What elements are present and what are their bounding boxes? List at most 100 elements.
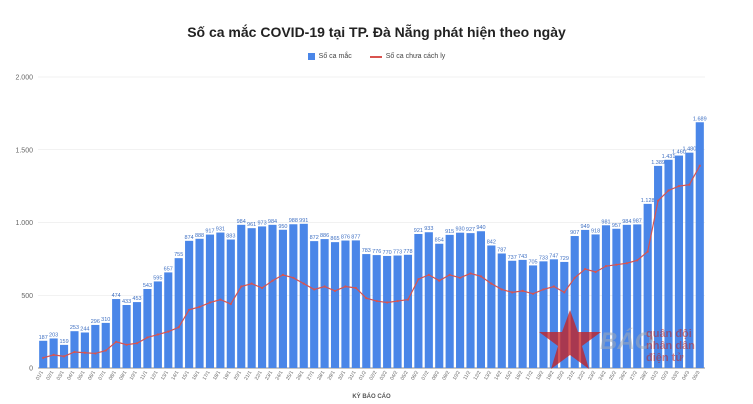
- bar-data-label: 984: [268, 219, 277, 225]
- bar-data-label: 917: [205, 229, 214, 235]
- bar-data-label: 918: [591, 228, 600, 234]
- bar-data-label: 433: [122, 299, 131, 305]
- line-point: [625, 262, 628, 265]
- line-point: [260, 286, 264, 290]
- line-point: [188, 308, 191, 311]
- bar: [362, 254, 371, 368]
- bar-data-label: 842: [487, 239, 496, 245]
- watermark-logo: BÁO quân đội nhân dân điện tử: [600, 328, 710, 380]
- x-tick-label: 11/2: [462, 370, 472, 381]
- bar: [539, 261, 548, 368]
- bar: [633, 224, 642, 368]
- x-tick-label: 28/1: [316, 370, 326, 382]
- x-tick-label: 24/1: [275, 370, 285, 382]
- line-point: [177, 326, 180, 329]
- watermark-star-icon: [539, 310, 601, 369]
- line-point: [521, 289, 524, 292]
- bar: [80, 332, 89, 368]
- x-tick-label: 11/1: [139, 370, 149, 381]
- x-tick-label: 12/2: [473, 370, 483, 382]
- x-tick-label: 23/2: [587, 370, 597, 382]
- bar: [549, 259, 558, 368]
- line-point: [52, 353, 55, 357]
- x-tick-label: 27/1: [306, 370, 316, 382]
- x-tick-label: 19/2: [546, 370, 556, 382]
- x-tick-label: 29/1: [327, 370, 337, 382]
- x-tick-label: 04/1: [66, 370, 76, 382]
- y-tick-label: 500: [21, 293, 33, 300]
- bar-data-label: 787: [497, 247, 506, 253]
- bar: [237, 224, 246, 368]
- legend-item-uncontrolled: Số ca chưa cách ly: [369, 53, 445, 60]
- watermark-sub-2: nhân dân: [646, 340, 695, 352]
- x-tick-label: 13/2: [483, 370, 493, 382]
- bar-data-label: 984: [237, 219, 246, 225]
- x-tick-label: 02/1: [45, 370, 55, 382]
- bar-data-label: 453: [132, 296, 141, 302]
- x-tick-label: 09/2: [441, 370, 451, 382]
- x-tick-label: 13/1: [160, 370, 170, 382]
- x-tick-label: 01/3: [650, 370, 660, 382]
- bar: [497, 253, 506, 368]
- bar-data-label: 1.480: [682, 147, 696, 153]
- bar: [466, 233, 475, 368]
- x-tick-label: 22/2: [577, 370, 587, 382]
- legend-swatch-line: [369, 55, 382, 58]
- x-tick-label: 02/2: [368, 370, 378, 382]
- x-tick-label: 07/1: [97, 370, 107, 382]
- line-point: [479, 275, 483, 278]
- bar: [664, 159, 673, 368]
- y-tick-label: 0: [29, 366, 33, 373]
- bar: [518, 259, 527, 368]
- x-tick-label: 21/1: [243, 370, 253, 382]
- x-tick-label: 05/1: [77, 370, 87, 382]
- bar-data-label: 1.128: [641, 198, 655, 204]
- y-tick-label: 2.000: [15, 75, 33, 82]
- line-point: [500, 288, 503, 291]
- x-tick-label: 30/1: [337, 370, 347, 382]
- line-point: [698, 164, 701, 167]
- bar-data-label: 743: [518, 254, 527, 260]
- chart-legend: Số ca mắc Số ca chưa cách ly: [0, 53, 753, 60]
- x-tick-label: 16/2: [514, 370, 524, 382]
- line-point: [167, 330, 170, 333]
- bar: [383, 255, 392, 368]
- bar: [445, 234, 454, 368]
- x-tick-label: 03/3: [671, 370, 681, 382]
- x-tick-label: 26/1: [295, 370, 305, 382]
- line-point: [125, 343, 128, 346]
- watermark-sub-1: quân đội: [646, 328, 692, 340]
- legend-label-cases: Số ca mắc: [318, 53, 352, 60]
- line-point: [219, 298, 222, 301]
- line-point: [156, 333, 159, 336]
- bar-data-label: 310: [101, 317, 110, 323]
- line-point: [250, 282, 253, 285]
- bar: [476, 231, 485, 368]
- bar-data-label: 1.389: [651, 160, 665, 166]
- line-point: [115, 340, 118, 343]
- line-point: [396, 299, 399, 303]
- watermark-subtitle: quân đội nhân dân điện tử: [646, 328, 695, 364]
- line-point: [448, 273, 451, 276]
- line-point: [615, 263, 618, 266]
- x-tick-label: 21/2: [566, 370, 576, 382]
- x-tick-label: 09/1: [118, 370, 128, 382]
- bar: [508, 260, 517, 368]
- line-point: [354, 286, 357, 290]
- bar: [320, 239, 329, 368]
- bar: [393, 255, 402, 368]
- x-tick-label: 01/2: [358, 370, 368, 382]
- x-tick-label: 01/1: [35, 370, 45, 382]
- line-point: [104, 349, 107, 352]
- bar: [310, 241, 319, 368]
- line-point: [229, 302, 232, 306]
- bar-data-label: 907: [570, 230, 579, 236]
- x-tick-label: 05/2: [400, 370, 410, 382]
- line-point: [302, 282, 305, 285]
- bar: [91, 324, 100, 368]
- bar: [612, 228, 621, 368]
- bar-data-label: 733: [539, 255, 548, 261]
- bar-data-label: 595: [153, 275, 162, 281]
- bar: [185, 240, 194, 368]
